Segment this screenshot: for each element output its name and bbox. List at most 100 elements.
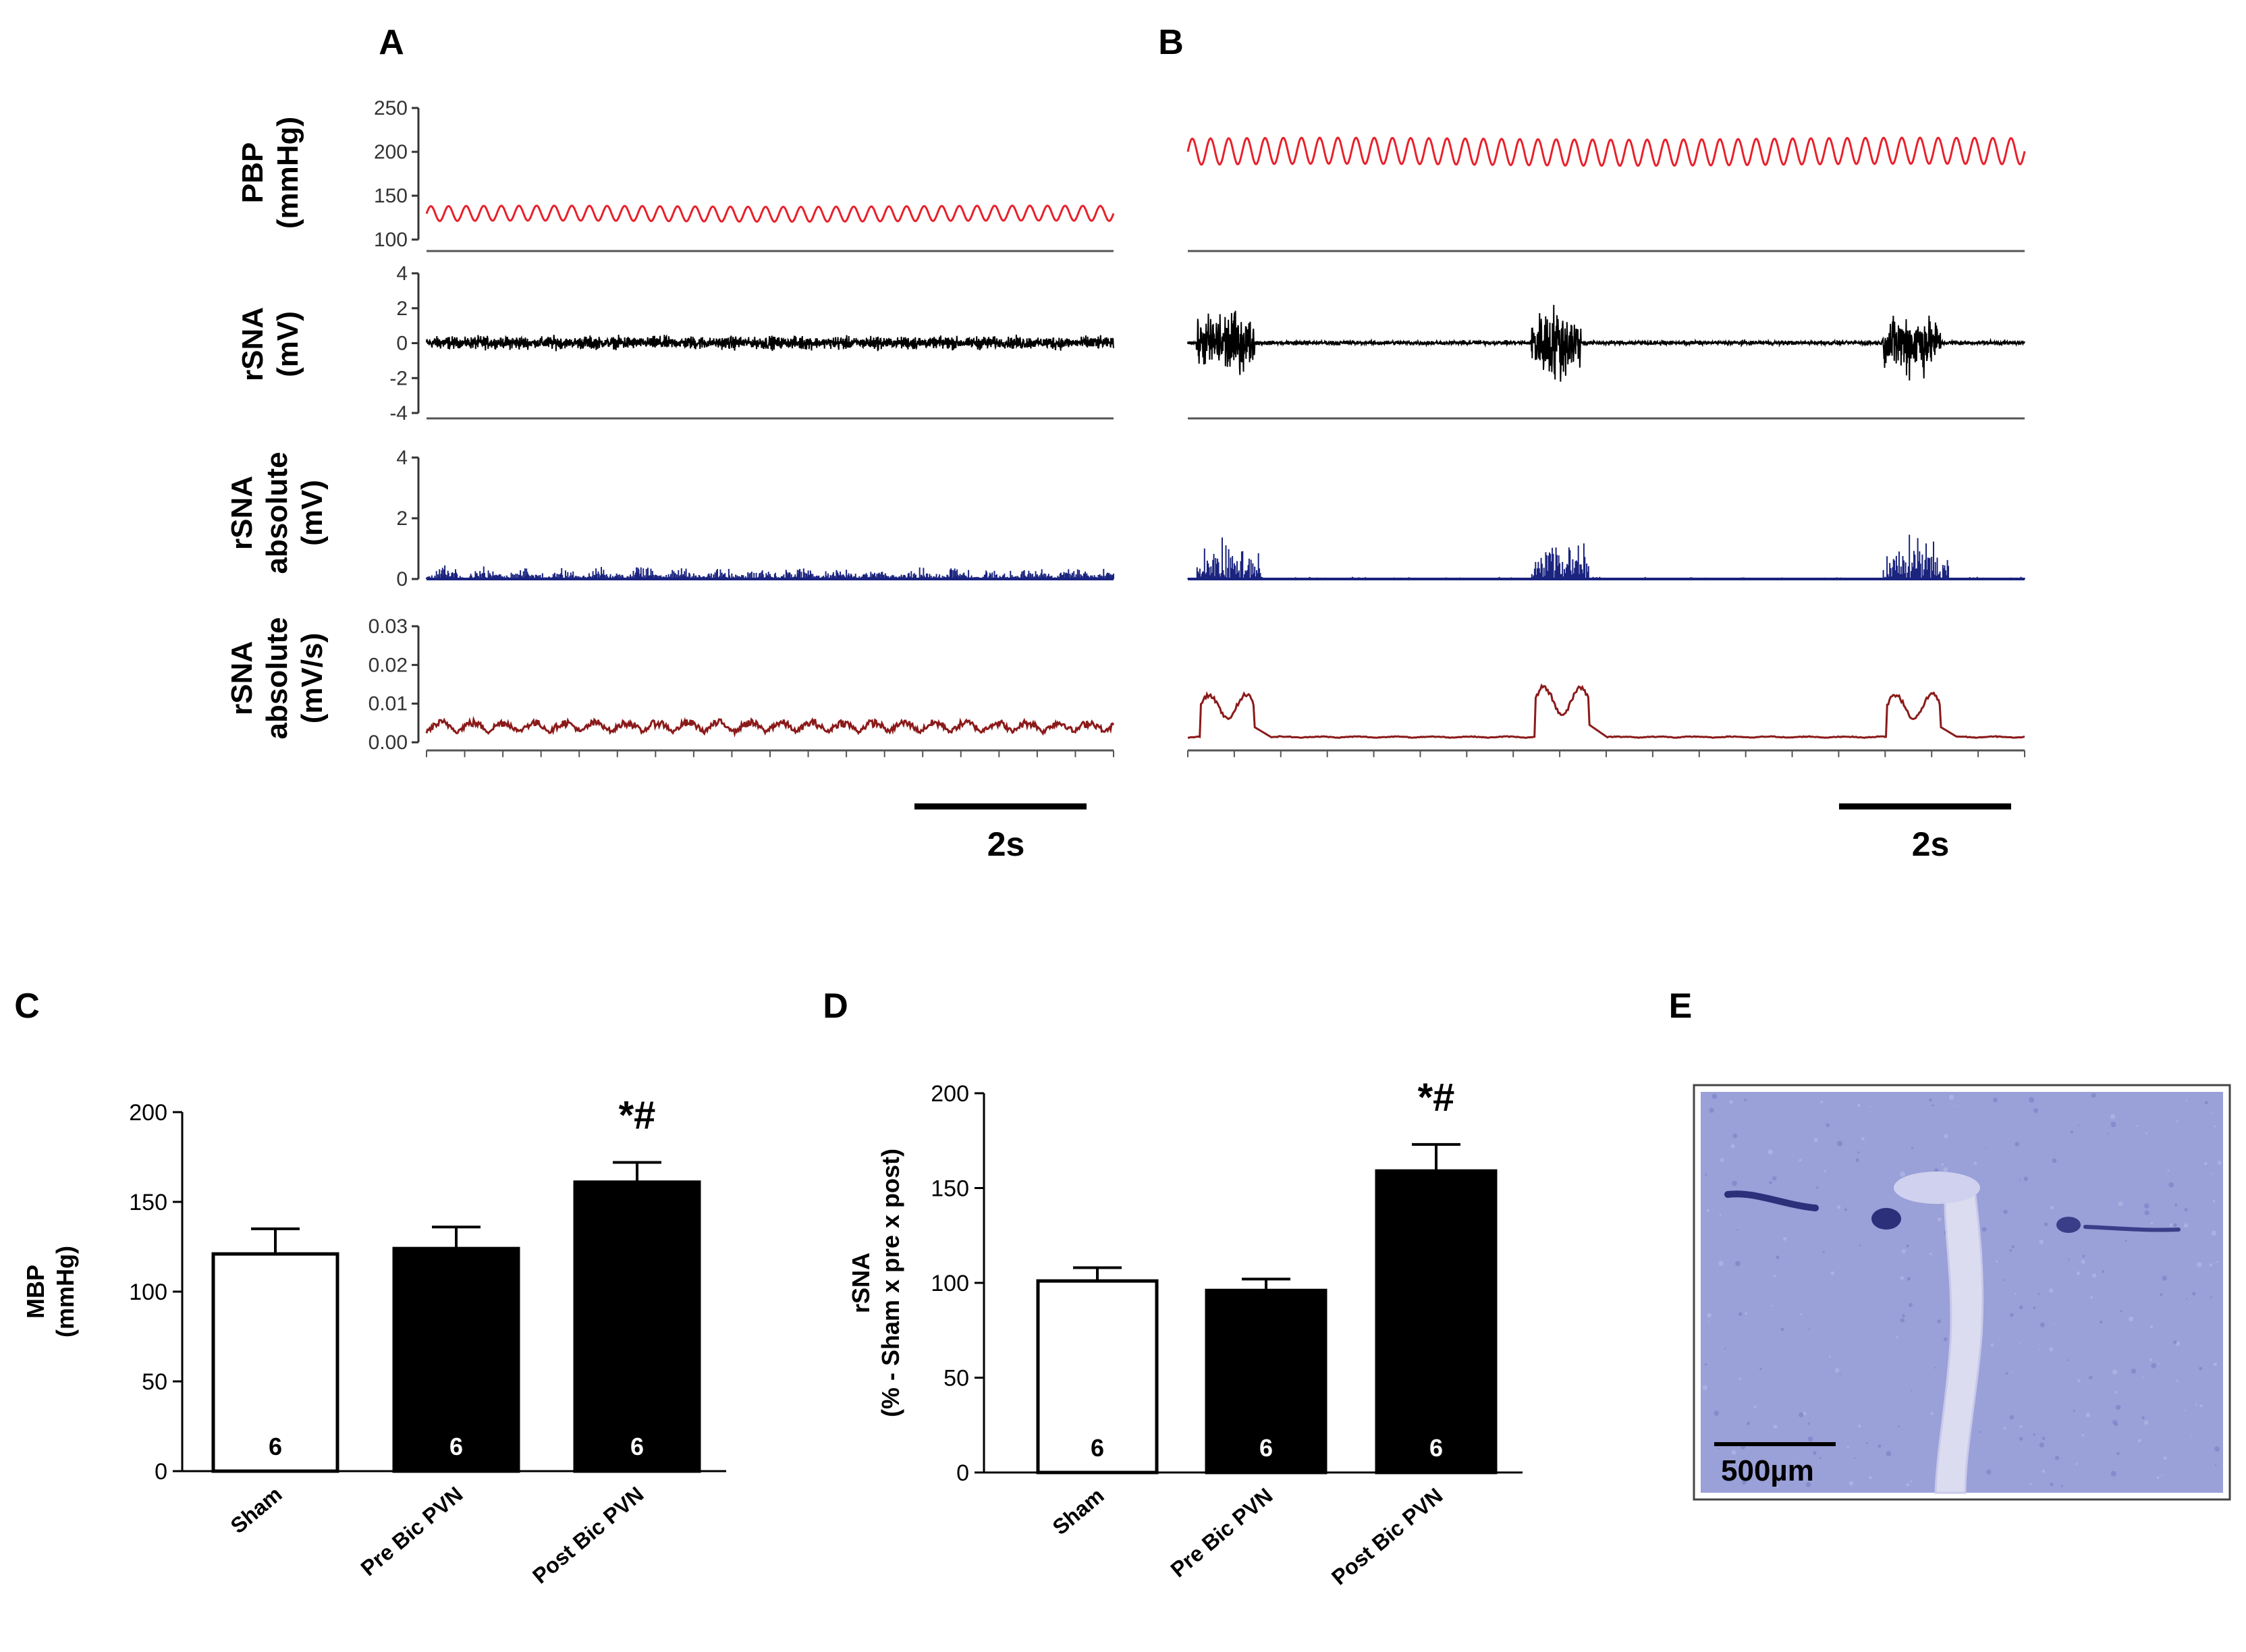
histology-layer: 500µm [1693,1084,2231,1501]
histology-texture [1805,1482,1811,1487]
pbp-tick-label: 250 [374,97,408,119]
bar-D-n-label: 6 [1429,1434,1443,1462]
bar-C-n-label: 6 [630,1433,644,1460]
panel-label-b: B [1158,23,1184,62]
histology-texture [2197,1262,2202,1267]
histology-texture [1736,1229,1738,1231]
histology-texture [2085,1412,2091,1418]
bar-C-category-label: Sham [226,1482,287,1539]
histology-texture [1836,1205,1841,1209]
histology-texture [2002,1279,2005,1282]
histology-texture [1869,1105,1871,1107]
histology-texture [1829,1355,1832,1358]
histology-texture [1822,1250,1825,1253]
histology-texture [1979,1431,1982,1433]
histology-texture [2029,1483,2032,1485]
rsna-abs-trace-b [1187,534,2025,579]
histology-texture [2052,1158,2057,1163]
histology-texture [2191,1435,2193,1437]
bar-D-bar-0 [1036,1279,1159,1475]
histology-texture [1753,1405,1757,1408]
histology-texture [2161,1474,2163,1476]
bar-C-n-label: 6 [269,1433,282,1460]
histology-texture [1943,1167,1948,1172]
panel-label-c: C [14,987,40,1026]
histology-texture [2217,1161,2222,1165]
rsna-trace-a [426,334,1114,352]
histology-texture [2005,1372,2008,1375]
histology-texture [1768,1149,1774,1155]
histology-texture [2215,1464,2217,1466]
histology-texture [2120,1310,2122,1313]
histology-texture [1985,1147,1987,1149]
histology-texture [2075,1462,2079,1465]
histology-texture [1857,1151,1860,1154]
histology-texture [1776,1485,1779,1488]
histology-texture [1932,1104,1934,1107]
histology-texture [1986,1469,1992,1475]
histology-ventricle [1934,1188,1984,1494]
histology-texture [1996,1260,1998,1263]
histology-texture [2029,1097,2035,1103]
histology-texture [1906,1483,1910,1487]
histology-texture [2125,1240,2127,1242]
histology-texture [1906,1244,1909,1248]
histology-texture [1744,1099,1747,1101]
histology-texture [2068,1259,2070,1261]
row-label-rsna_abs_int-1: absolute [261,617,294,740]
row-label-rsna_abs-1: absolute [261,452,294,574]
histology-texture [1808,1328,1811,1331]
rsna-tick-label: 4 [396,263,408,285]
histology-texture [2110,1122,2116,1128]
bar-D-y-tick-label: 50 [943,1366,969,1392]
histology-texture [2112,1369,2118,1375]
histology-texture [1839,1373,1841,1375]
histology-texture [1730,1144,1735,1149]
histology-texture [1900,1275,1905,1280]
histology-texture [2089,1375,2093,1380]
rsna-tick-label: -2 [389,367,408,389]
bar-C-y-tick-label: 50 [142,1369,167,1395]
histology-texture [1738,1312,1743,1317]
histology-texture [2009,1415,2015,1420]
histology-texture [2216,1261,2219,1263]
pbp-tick-label: 200 [374,141,408,163]
histology-texture [1900,1172,1906,1177]
histology-texture [1898,1425,1900,1428]
histology-texture [2116,1452,2120,1455]
histology-texture [1834,1368,1840,1373]
histology-texture [1745,1312,1747,1315]
panel-label-e: E [1669,987,1693,1026]
histology-texture [2019,1342,2021,1344]
histology-texture [2049,1288,2054,1293]
histology-texture [2131,1369,2137,1374]
histology-texture [2173,1223,2177,1228]
rsna-tick-label: 2 [396,298,408,320]
histology-texture [2015,1292,2017,1295]
histology-texture [2003,1209,2008,1214]
bar-C-y-tick-label: 150 [129,1190,167,1215]
histology-texture [1855,1158,1859,1162]
histology-texture [2212,1200,2216,1203]
histology-texture [1776,1255,1780,1259]
bar-D-bar-2 [1375,1169,1498,1475]
histology-texture [2090,1296,2093,1299]
histology-texture [2040,1322,2045,1327]
histology-texture [1846,1446,1849,1449]
histology-texture [1826,1123,1830,1128]
histology-texture [2144,1203,2149,1209]
histology-texture [1719,1213,1722,1216]
row-label-rsna_abs-0: rSNA [225,476,258,550]
histology-texture [2042,1437,2046,1440]
histology-texture [2185,1099,2188,1102]
histology-texture [1718,1261,1724,1266]
histology-injection-track-left [1724,1190,1819,1211]
histology-texture [2151,1363,2156,1369]
histology-texture [1981,1227,1987,1232]
histology-texture [2015,1142,2019,1147]
histology-texture [2150,1221,2154,1225]
histology-texture [1771,1304,1774,1307]
histology-texture [2192,1292,2196,1296]
bar-C-y-tick-label: 100 [129,1279,167,1305]
bars-layer: 0 50 100 150 200 MBP (mmHg) 6 Sham 6 Pre Bic PVN 6 *… [22,1076,1523,1590]
